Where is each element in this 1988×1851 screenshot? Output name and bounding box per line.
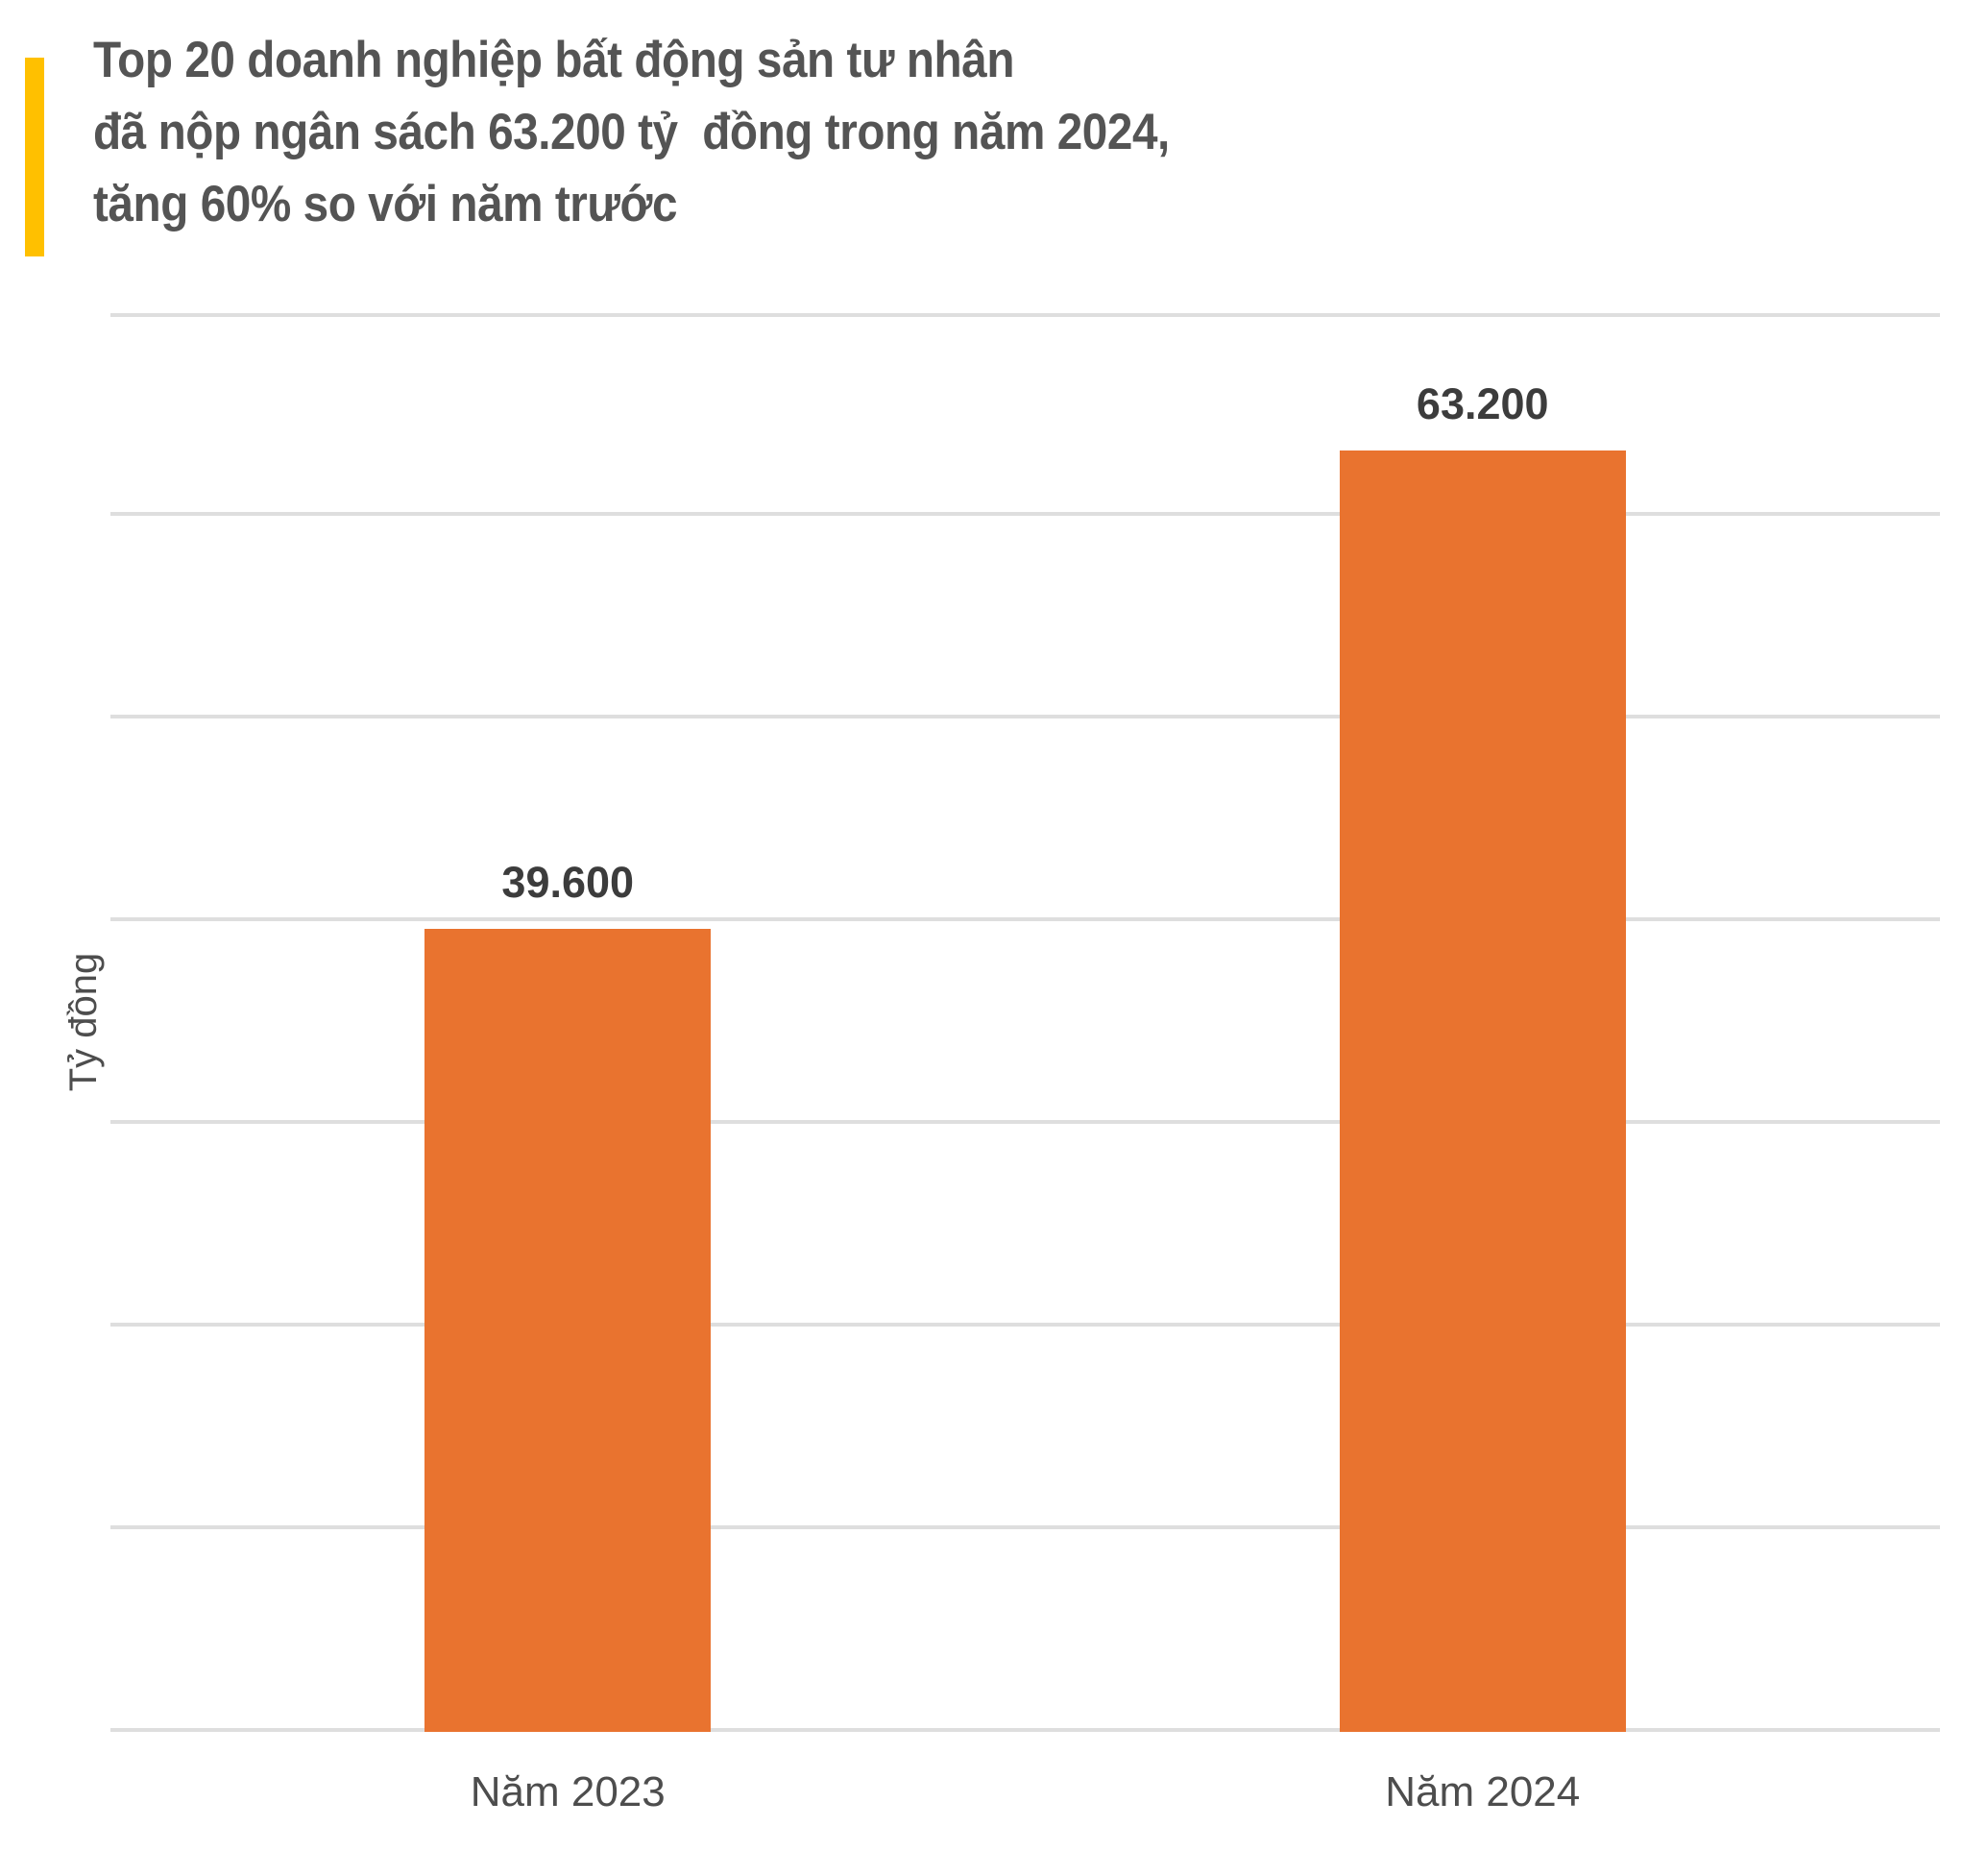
title-accent-bar [25,58,44,256]
gridline [110,512,1940,516]
bar-value-label: 63.200 [1416,379,1549,429]
title-line: Top 20 doanh nghiệp bất động sản tư nhân [93,32,1015,88]
bar-value-label: 39.600 [501,858,635,908]
x-axis-label: Năm 2024 [1385,1768,1581,1815]
bar [1339,451,1626,1732]
gridline [110,1120,1940,1124]
gridline [110,917,1940,921]
gridline [110,1525,1940,1529]
gridline [110,1728,1940,1732]
chart-title: Top 20 doanh nghiệp bất động sản tư nhân… [93,24,1170,240]
x-axis-label: Năm 2023 [470,1768,666,1815]
bar [424,929,712,1732]
gridline [110,313,1940,317]
title-line: tăng 60% so với năm trước [93,176,678,232]
bar-chart-plot: 39.600 Năm 2023 63.200 Năm 2024 [110,313,1940,1815]
gridline [110,1323,1940,1327]
gridline [110,715,1940,718]
y-axis-label: Tỷ đồng [62,952,105,1092]
title-line: đã nộp ngân sách 63.200 tỷ đồng trong nă… [93,104,1170,160]
